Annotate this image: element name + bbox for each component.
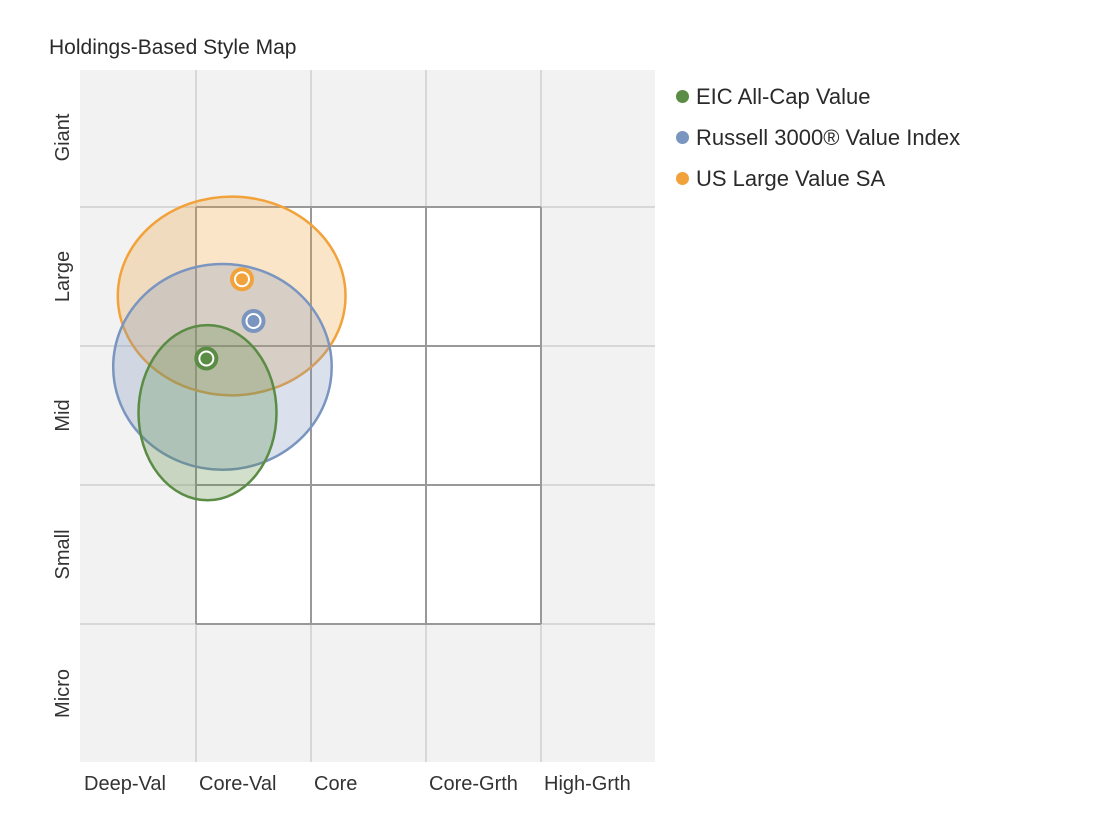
chart-title: Holdings-Based Style Map — [49, 36, 297, 59]
marker-outer — [230, 267, 254, 292]
x-tick-label: Deep-Val — [84, 773, 166, 795]
legend-label: EIC All-Cap Value — [696, 83, 871, 109]
x-tick-label: Core-Val — [199, 773, 276, 795]
legend-item: US Large Value SA — [676, 158, 960, 199]
legend-swatch — [676, 90, 689, 103]
y-axis-labels: Micro Small Mid Large Giant — [52, 113, 74, 718]
y-tick-label: Mid — [52, 399, 74, 431]
legend-label: Russell 3000® Value Index — [696, 124, 961, 150]
ellipse-us-large-value-sa — [116, 195, 347, 397]
marker-inner-ring — [234, 271, 250, 288]
legend-item: Russell 3000® Value Index — [676, 117, 960, 158]
marker-eic-all-cap-value — [194, 346, 219, 371]
marker-outer — [241, 308, 266, 333]
marker-inner-ring — [245, 312, 262, 329]
centroid-markers — [194, 267, 266, 371]
y-tick-label: Large — [52, 251, 74, 302]
y-tick-label: Micro — [52, 669, 74, 718]
y-tick-label: Giant — [52, 113, 74, 161]
legend-swatch — [676, 172, 689, 185]
y-tick-label: Small — [52, 529, 74, 579]
legend: EIC All-Cap Value Russell 3000® Value Ind… — [676, 76, 960, 199]
legend-label: US Large Value SA — [696, 165, 886, 191]
marker-us-large-value-sa — [230, 267, 254, 292]
x-axis-labels: Deep-Val Core-Val Core Core-Grth High-Grth — [84, 773, 631, 795]
marker-russell-3000-value-index — [241, 308, 266, 333]
legend-swatch — [676, 131, 689, 144]
x-tick-label: High-Grth — [544, 773, 631, 795]
style-map-chart: Deep-Val Core-Val Core Core-Grth High-Grth M… — [52, 70, 655, 795]
ellipses — [111, 195, 347, 502]
legend-item: EIC All-Cap Value — [676, 76, 960, 117]
x-tick-label: Core-Grth — [429, 773, 518, 795]
ellipse-eic-all-cap-value — [137, 323, 278, 502]
marker-outer — [194, 346, 219, 371]
x-tick-label: Core — [314, 773, 357, 795]
marker-inner-ring — [198, 350, 215, 367]
